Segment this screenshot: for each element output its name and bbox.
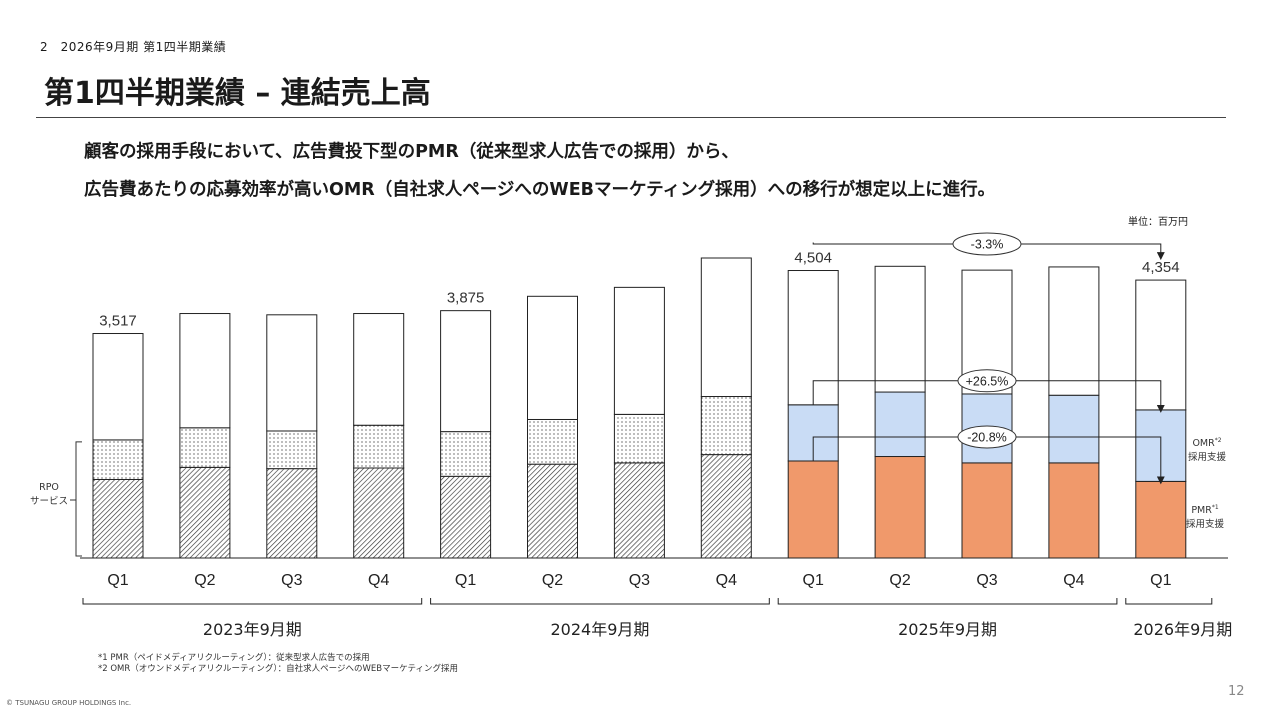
total-label-8: 4,504 (794, 250, 832, 267)
category-label-10: Q3 (976, 572, 997, 589)
category-label-5: Q2 (542, 572, 563, 589)
bar-segment-hatch-9 (874, 456, 926, 559)
bar-segment-hatch-1 (179, 466, 231, 559)
bar-segment-dots-9 (874, 391, 926, 458)
bar-segment-dots-7 (700, 396, 752, 456)
bar-segment-hatch-12 (1135, 480, 1187, 559)
total-label-12: 4,354 (1142, 259, 1180, 276)
group-bracket-0 (82, 598, 423, 605)
bar-segment-hatch-5 (527, 463, 578, 559)
bar-segment-hatch-11 (1048, 462, 1100, 559)
category-label-0: Q1 (107, 572, 128, 589)
bar-segment-hatch-4 (440, 475, 492, 559)
category-label-2: Q3 (281, 572, 302, 589)
bar-segment-hatch-10 (961, 462, 1013, 559)
category-label-4: Q1 (455, 572, 476, 589)
category-label-12: Q1 (1150, 572, 1171, 589)
comparison-2-label: -20.8% (967, 430, 1007, 444)
bar-segment-plain-3 (353, 313, 405, 426)
description-line-1: 顧客の採用手段において、広告費投下型のPMR（従来型求人広告での採用）から、 (84, 142, 739, 162)
bar-segment-plain-5 (527, 295, 578, 420)
bar-segment-plain-6 (613, 286, 665, 415)
bar-segment-hatch-0 (92, 478, 144, 559)
bar-segment-hatch-6 (613, 462, 665, 559)
total-label-0: 3,517 (99, 313, 137, 330)
category-label-9: Q2 (889, 572, 910, 589)
legend-omr-name: OMR (1192, 438, 1215, 450)
category-label-11: Q4 (1063, 572, 1084, 589)
bar-segment-dots-0 (92, 439, 144, 480)
bar-segment-dots-4 (440, 431, 492, 477)
comparison-2-badge (957, 425, 1017, 449)
total-label-4: 3,875 (447, 290, 485, 307)
bar-segment-dots-2 (266, 430, 318, 470)
legend-rpo-line1: RPO (39, 482, 59, 493)
category-label-1: Q2 (194, 572, 215, 589)
bar-segment-plain-7 (700, 257, 752, 398)
legend-pmr-name: PMR (1191, 505, 1212, 517)
group-label-2: 2025年9月期 (898, 620, 997, 639)
legend-pmr-mark: *1 (1211, 504, 1219, 511)
unit-label: 単位：百万円 (1128, 217, 1188, 228)
bar-segment-hatch-7 (700, 454, 752, 559)
bar-segment-dots-6 (613, 413, 665, 464)
comparison-1-label: +26.5% (966, 374, 1009, 388)
category-label-8: Q1 (803, 572, 824, 589)
bar-segment-dots-3 (353, 424, 405, 469)
bar-segment-plain-1 (179, 313, 231, 429)
category-label-6: Q3 (629, 572, 650, 589)
bar-segment-plain-0 (92, 333, 144, 441)
legend-rpo-line2: サービス (30, 496, 69, 507)
group-bracket-3 (1125, 598, 1213, 605)
bar-segment-dots-5 (527, 418, 578, 465)
bar-segment-hatch-2 (266, 468, 318, 559)
comparison-1-badge (957, 369, 1017, 393)
legend-omr: OMR*2 採用支援 (1182, 434, 1232, 465)
page-title: 第1四半期業績 – 連結売上高 (44, 76, 431, 111)
bar-segment-plain-4 (440, 310, 492, 433)
bar-segment-plain-2 (266, 314, 318, 432)
group-label-1: 2024年9月期 (550, 620, 649, 639)
copyright: © TSUNAGU GROUP HOLDINGS Inc. (6, 699, 132, 707)
bar-segment-dots-1 (179, 427, 231, 468)
page-number: 12 (1228, 684, 1245, 699)
group-bracket-1 (430, 598, 770, 605)
footnote-pmr: *1 PMR（ペイドメディアリクルーティング）：従来型求人広告での採用 (98, 653, 370, 663)
group-label-0: 2023年9月期 (203, 620, 302, 639)
bar-segment-hatch-8 (787, 460, 839, 559)
group-bracket-2 (777, 598, 1118, 605)
bar-segment-plain-9 (874, 265, 926, 393)
legend-omr-sub: 採用支援 (1187, 452, 1226, 464)
group-label-3: 2026年9月期 (1133, 620, 1232, 639)
bar-segment-dots-11 (1048, 394, 1100, 464)
footnote-omr: *2 OMR（オウンドメディアリクルーティング）：自社求人ページへのWEBマーケ… (98, 664, 458, 674)
bar-segment-plain-11 (1048, 266, 1100, 396)
description-line-2: 広告費あたりの応募効率が高いOMR（自社求人ページへのWEBマーケティング採用）… (84, 180, 996, 200)
comparison-0-label: -3.3% (971, 238, 1004, 252)
rpo-legend-bracket (70, 441, 82, 557)
legend-rpo: RPO サービス (30, 481, 68, 509)
bar-segment-hatch-3 (353, 467, 405, 559)
legend-omr-mark: *2 (1214, 437, 1222, 444)
comparison-0-badge (952, 232, 1022, 256)
legend-pmr-sub: 採用支援 (1185, 519, 1224, 531)
legend-pmr: PMR*1 採用支援 (1180, 501, 1230, 532)
breadcrumb: 2 2026年9月期 第1四半期業績 (40, 40, 227, 54)
category-label-7: Q4 (716, 572, 737, 589)
category-label-3: Q4 (368, 572, 389, 589)
title-divider (36, 117, 1226, 118)
